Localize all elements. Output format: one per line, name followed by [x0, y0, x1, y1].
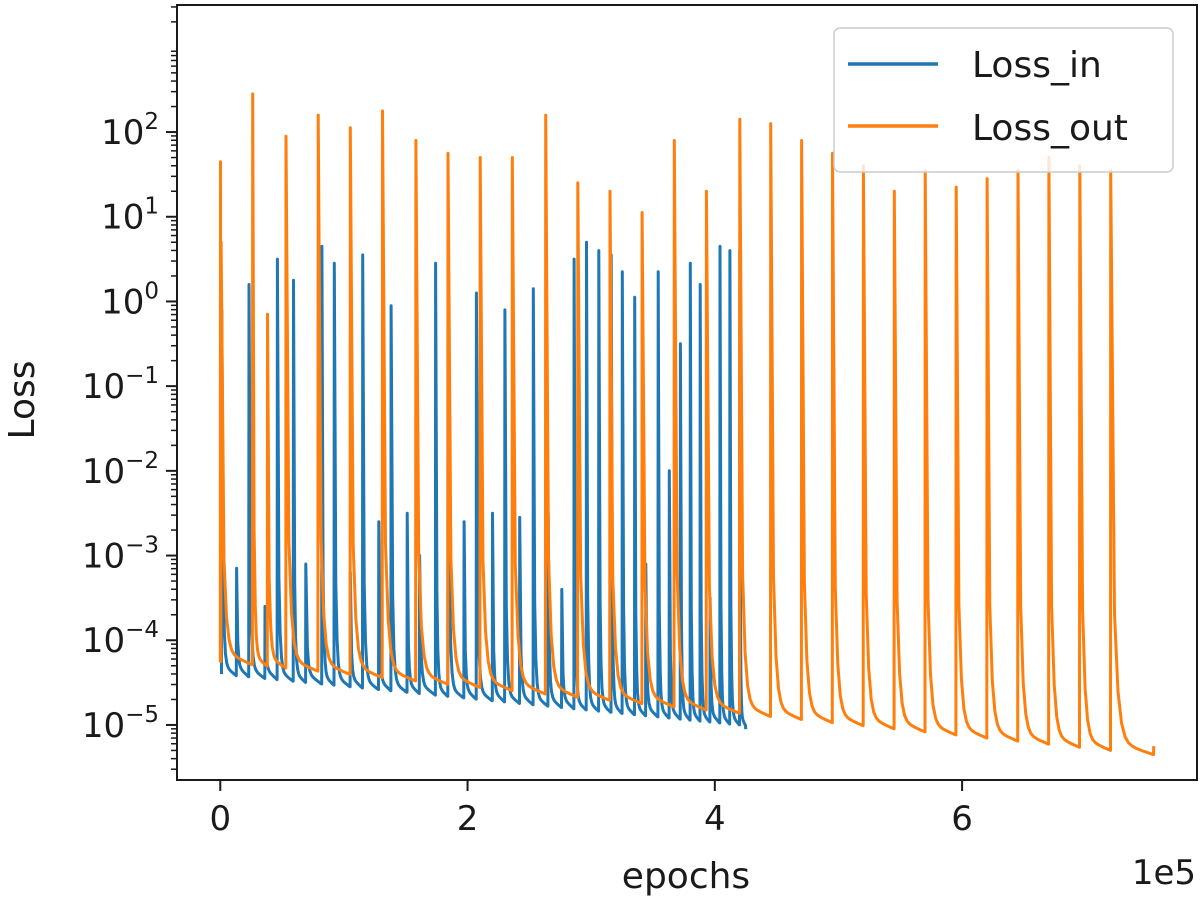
y-tick-label: 10−4: [82, 617, 159, 661]
y-tick-label: 101: [101, 194, 159, 238]
y-tick-label: 102: [101, 109, 159, 153]
x-tick-label: 0: [209, 799, 231, 839]
legend: Loss_in Loss_out: [833, 27, 1174, 173]
legend-label-loss-out: Loss_out: [972, 108, 1128, 149]
series-line-loss-out: [218, 92, 1156, 757]
x-tick-label: 2: [457, 799, 479, 839]
plot-area-frame: [176, 4, 1198, 781]
x-axis-offset-label: 1e5: [1132, 853, 1196, 893]
x-tick-label: 4: [704, 799, 726, 839]
y-tick-label: 10−2: [82, 448, 159, 492]
y-tick-label: 10−3: [82, 533, 159, 577]
y-tick-label: 100: [101, 278, 159, 322]
y-tick-label: 10−1: [82, 363, 159, 407]
y-axis-ticks: 102 101 100 10−1 10−2 10−3 10−4 10−5: [82, 109, 177, 746]
x-tick-label: 6: [951, 799, 973, 839]
plot-series: [218, 92, 1156, 757]
x-axis-ticks: 0 2 4 6: [209, 780, 973, 839]
legend-label-loss-in: Loss_in: [972, 45, 1102, 86]
y-axis-title: Loss: [2, 361, 43, 440]
x-axis-title: epochs: [622, 856, 750, 897]
y-tick-label: 10−5: [82, 702, 159, 746]
series-line-loss-in: [220, 236, 748, 730]
